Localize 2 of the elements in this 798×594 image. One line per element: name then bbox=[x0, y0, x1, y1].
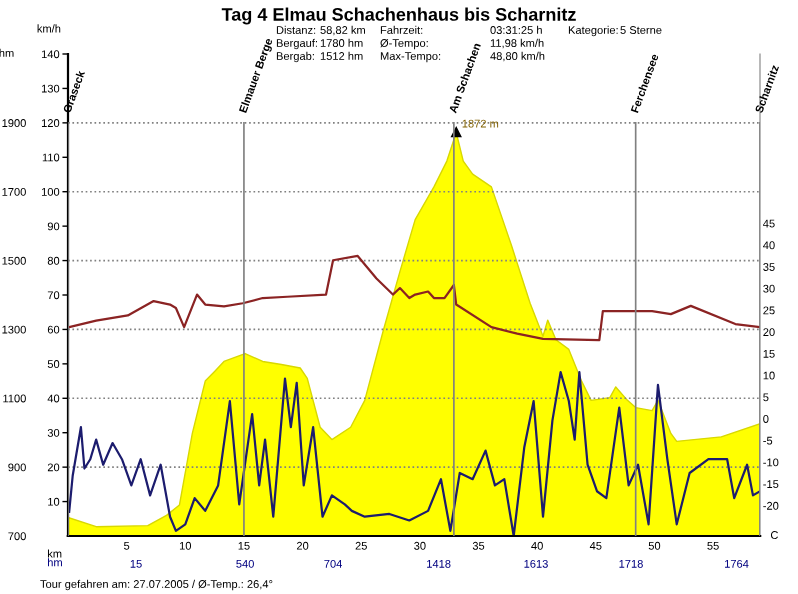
line-series bbox=[68, 254, 760, 342]
chart-title: Tag 4 Elmau Schachenhaus bis Scharnitz bbox=[221, 7, 576, 25]
